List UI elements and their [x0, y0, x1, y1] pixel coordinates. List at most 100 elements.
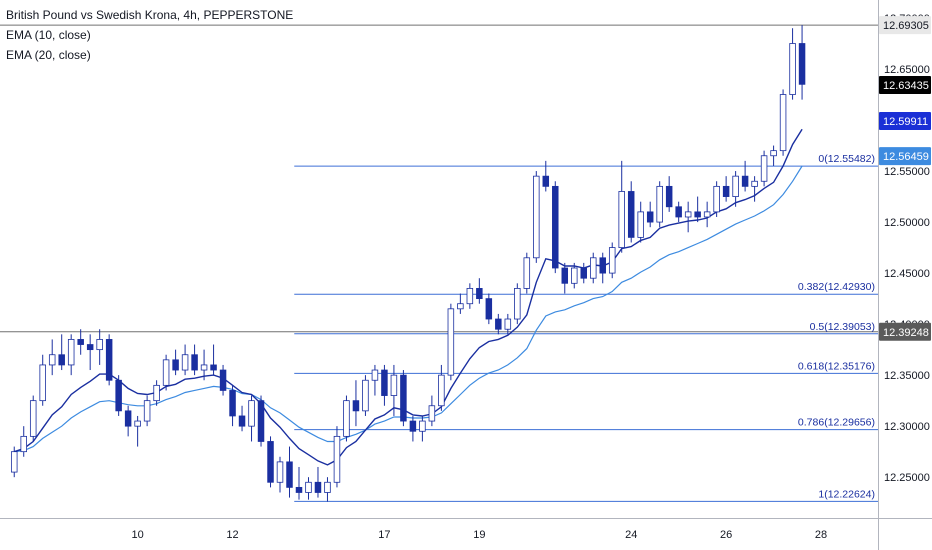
candle-body [86, 344, 94, 351]
candle [381, 364, 388, 406]
fib-level-label: 0(12.55482) [818, 153, 875, 165]
chart-title: British Pound vs Swedish Krona, 4h, PEPP… [6, 8, 294, 22]
candle [789, 28, 796, 100]
candle-body [741, 175, 749, 187]
candle [29, 395, 37, 442]
candle-body [523, 257, 531, 289]
candle [514, 283, 521, 325]
price-axis-label-bg [879, 322, 931, 341]
ema10-line [13, 128, 803, 466]
candle [760, 150, 768, 187]
candle [229, 385, 236, 427]
candle-body [713, 185, 720, 213]
candle-body [789, 43, 796, 95]
candle [589, 252, 597, 284]
candle-body [561, 267, 569, 284]
candle [770, 145, 777, 166]
candle [314, 466, 322, 498]
candle [153, 380, 160, 406]
price-axis-label-bg [879, 16, 931, 35]
candle [276, 456, 284, 493]
fib-level-label: 1(12.22624) [818, 488, 875, 500]
fib-level-label: 0.786(12.29656) [798, 417, 875, 429]
candle-body [29, 400, 37, 437]
candle [523, 252, 531, 294]
candle-body [238, 415, 246, 427]
candle-body [324, 481, 331, 493]
price-tick-label: 12.50000 [884, 217, 930, 229]
candle-body [20, 435, 27, 453]
candle [533, 171, 540, 263]
candle-body [646, 211, 654, 223]
candle [172, 349, 179, 376]
candle [96, 329, 103, 365]
candle-body [608, 247, 616, 274]
candle [371, 364, 379, 396]
candle [77, 329, 84, 355]
candle [495, 313, 502, 335]
candle [675, 201, 682, 223]
candle-body [552, 185, 559, 269]
candle-body [67, 339, 75, 366]
price-axis-label-text: 12.39248 [883, 327, 929, 339]
candle-body [248, 400, 255, 427]
candle [580, 262, 587, 284]
candle-body [390, 374, 398, 396]
candle-body [466, 288, 474, 305]
price-axis-label-text: 12.63435 [883, 80, 929, 92]
time-tick-label: 17 [378, 529, 390, 541]
candle-body [305, 481, 312, 493]
time-tick-label: 24 [625, 529, 637, 541]
candle [20, 426, 27, 457]
candle [542, 160, 550, 192]
candle [599, 252, 606, 284]
candle [58, 334, 65, 371]
candle [115, 375, 122, 416]
time-tick-label: 28 [815, 529, 827, 541]
fib-level-label: 0.5(12.39053) [810, 321, 875, 333]
candle [48, 339, 56, 376]
candle [504, 313, 512, 335]
candle [305, 477, 312, 500]
candle [67, 334, 75, 376]
candle [124, 405, 132, 437]
candle-body [476, 288, 483, 300]
candle-body [457, 303, 464, 310]
candle-body [352, 400, 360, 412]
candle [447, 303, 455, 381]
price-tick-label: 12.65000 [884, 64, 930, 76]
price-axis-label-text: 12.69305 [883, 20, 929, 32]
candle [39, 354, 46, 406]
price-axis-label-text: 12.56459 [883, 151, 929, 163]
candle-body [627, 191, 635, 238]
candle [741, 160, 749, 192]
candle [637, 201, 644, 243]
candle [333, 426, 341, 488]
candle [248, 395, 255, 442]
candle-body [533, 175, 540, 259]
candle [703, 201, 711, 228]
candle-body [39, 364, 46, 402]
candle [561, 262, 569, 294]
candle-body [684, 211, 692, 218]
candle-body [286, 461, 293, 488]
candle [646, 201, 654, 228]
candle [618, 160, 625, 253]
candle [352, 380, 360, 427]
candle [466, 283, 474, 309]
price-axis-label-bg [879, 111, 931, 130]
candle-body [760, 155, 768, 182]
candle [552, 181, 559, 274]
candle [571, 262, 578, 289]
ema20-legend: EMA (20, close) [6, 48, 91, 62]
candle [210, 344, 217, 376]
candle-body [10, 451, 18, 473]
candle [400, 370, 407, 427]
candle-body [172, 359, 179, 371]
candle [324, 477, 331, 502]
candle-body [371, 369, 379, 381]
candle [732, 171, 739, 207]
candle [390, 364, 398, 416]
candle [627, 181, 635, 243]
